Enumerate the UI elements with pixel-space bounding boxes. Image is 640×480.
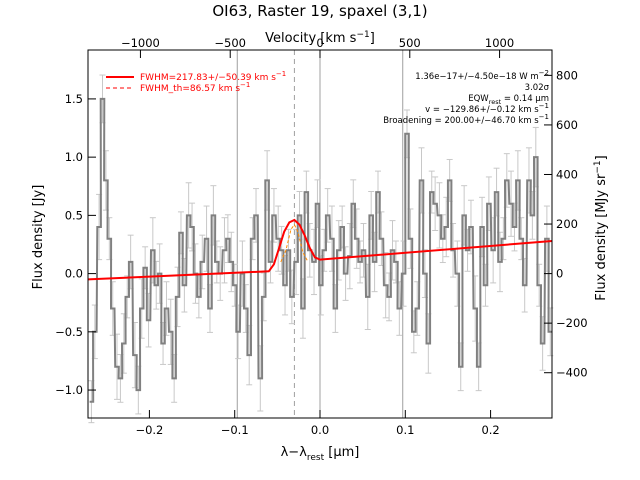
right-axis-label: Flux density [MJy sr−1] xyxy=(593,155,609,300)
x-tick-label: 0.2 xyxy=(481,423,499,437)
y-tick-label: 0.5 xyxy=(65,208,83,222)
legend-entry-fwhm-th: FWHM_th=86.57 km s−1 xyxy=(140,81,250,94)
x-tick-label: −0.1 xyxy=(221,423,249,437)
annotation-velocity: v = −129.86+/−0.12 km s−1 xyxy=(425,102,549,115)
thermal-component-dashed xyxy=(280,223,309,263)
y-tick-label: −0.5 xyxy=(55,325,83,339)
x-axis-label: λ−λrest [μm] xyxy=(281,445,360,463)
top-tick-label: −500 xyxy=(214,36,246,50)
top-tick-label: 0 xyxy=(316,36,323,50)
top-axis-label: Velocity [km s−1] xyxy=(265,30,375,46)
annotation-line-flux: 1.36e−17+/−4.50e−18 W m−2 xyxy=(415,69,549,82)
annotation-broadening: Broadening = 200.00+/−46.70 km s−1 xyxy=(383,113,549,126)
x-tick-label: −0.2 xyxy=(135,423,163,437)
fit-annotations: 1.36e−17+/−4.50e−18 W m−2 3.02σ EQWrest … xyxy=(383,69,549,126)
top-tick-label: 1000 xyxy=(485,36,514,50)
right-tick-label: 200 xyxy=(556,217,578,231)
right-tick-label: −400 xyxy=(556,366,588,380)
x-tick-label: 0.0 xyxy=(311,423,329,437)
chart-title: OI63, Raster 19, spaxel (3,1) xyxy=(212,2,427,20)
legend-entry-fwhm: FWHM=217.83+/−50.39 km s−1 xyxy=(140,70,286,83)
legend: FWHM=217.83+/−50.39 km s−1 FWHM_th=86.57… xyxy=(106,70,286,94)
y-axis-label: Flux density [Jy] xyxy=(31,185,46,290)
right-tick-label: 400 xyxy=(556,167,578,181)
right-tick-label: 600 xyxy=(556,118,578,132)
right-tick-label: 800 xyxy=(556,68,578,82)
y-tick-label: 1.5 xyxy=(65,92,83,106)
data-series-histogram xyxy=(89,97,553,403)
annotation-eqw: EQWrest = 0.14 μm xyxy=(468,94,549,106)
y-tick-label: 1.0 xyxy=(65,150,83,164)
top-tick-label: −1000 xyxy=(121,36,160,50)
x-tick-label: 0.1 xyxy=(396,423,414,437)
annotation-significance: 3.02σ xyxy=(525,83,550,93)
plot-area: −0.2 −0.1 0.0 0.1 0.2 −1.0 −0.5 0.0 0.5 1.0 1.5 −10… xyxy=(55,36,588,437)
top-tick-label: 500 xyxy=(399,36,421,50)
y-tick-label: 0.0 xyxy=(65,267,83,281)
right-tick-label: 0 xyxy=(556,267,563,281)
fit-series-line xyxy=(87,218,553,281)
y-tick-label: −1.0 xyxy=(55,383,83,397)
right-tick-label: −200 xyxy=(556,316,588,330)
